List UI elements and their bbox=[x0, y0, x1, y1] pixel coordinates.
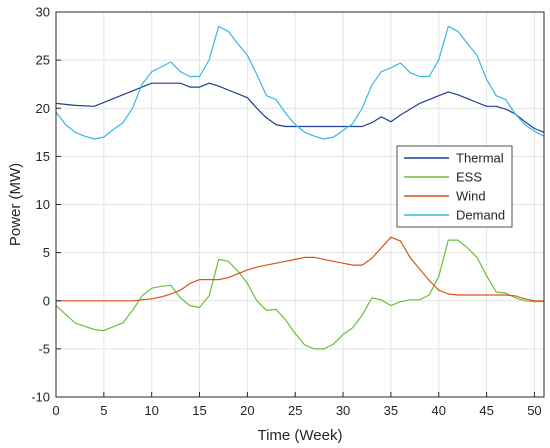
series-line-wind bbox=[56, 236, 544, 302]
legend-label-thermal: Thermal bbox=[456, 151, 504, 166]
y-tick-label: -5 bbox=[38, 341, 50, 356]
series-lines bbox=[55, 25, 545, 350]
axis-ticks: 0 5 10 15 20 25 30 35 40 45 50 -10 -5 0 5 10 15 20 25 30 bbox=[31, 5, 541, 419]
series-line-thermal bbox=[55, 82, 545, 133]
x-tick-label: 20 bbox=[240, 403, 254, 418]
x-tick-label: 5 bbox=[100, 403, 107, 418]
y-axis-label: Power (MW) bbox=[7, 163, 24, 246]
series-line-ess bbox=[55, 239, 544, 350]
y-tick-label: 0 bbox=[43, 293, 50, 308]
y-tick-label: 10 bbox=[36, 197, 50, 212]
y-tick-label: 20 bbox=[36, 101, 50, 116]
legend-label-demand: Demand bbox=[456, 208, 505, 223]
x-tick-label: 30 bbox=[336, 403, 350, 418]
legend-box bbox=[396, 145, 513, 228]
x-tick-label: 40 bbox=[432, 403, 446, 418]
x-tick-label: 10 bbox=[144, 403, 158, 418]
y-tick-label: 15 bbox=[36, 149, 50, 164]
legend-label-ess: ESS bbox=[456, 170, 482, 185]
x-tick-label: 15 bbox=[192, 403, 206, 418]
x-tick-label: 0 bbox=[52, 403, 59, 418]
y-tick-label: 25 bbox=[36, 53, 50, 68]
x-tick-label: 45 bbox=[479, 403, 493, 418]
legend: Thermal ESS Wind Demand bbox=[396, 145, 513, 228]
x-tick-label: 50 bbox=[527, 403, 541, 418]
y-tick-label: -10 bbox=[31, 390, 50, 405]
series-line-demand bbox=[55, 25, 545, 140]
legend-label-wind: Wind bbox=[456, 189, 486, 204]
y-tick-label: 5 bbox=[43, 245, 50, 260]
x-tick-label: 25 bbox=[288, 403, 302, 418]
x-axis-label: Time (Week) bbox=[257, 427, 342, 444]
x-tick-label: 35 bbox=[384, 403, 398, 418]
y-tick-label: 30 bbox=[36, 5, 50, 20]
